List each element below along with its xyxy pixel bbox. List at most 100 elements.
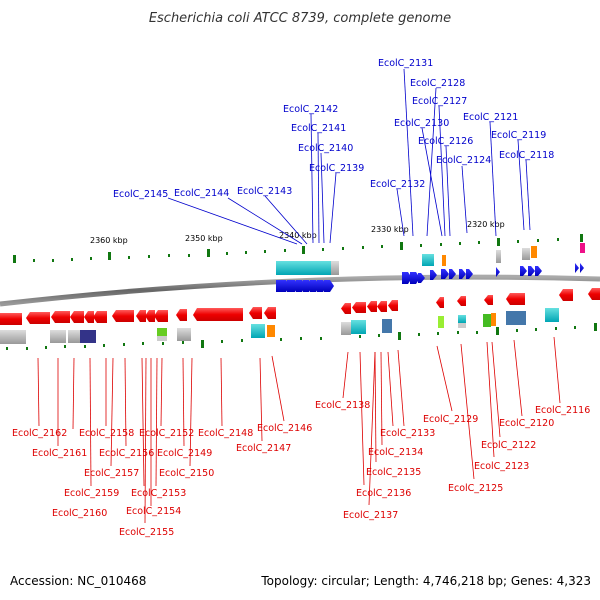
reverse-gene-arrow bbox=[70, 311, 84, 323]
forward-gene-arrow bbox=[410, 272, 420, 284]
gene-label-EcolC_2127: EcolC_2127 bbox=[412, 96, 467, 107]
gene-label-EcolC_2138: EcolC_2138 bbox=[315, 400, 370, 411]
feature-box bbox=[267, 325, 275, 337]
feature-box bbox=[458, 315, 466, 323]
accession-text: Accession: NC_010468 bbox=[10, 574, 146, 588]
forward-gene-arrow bbox=[449, 269, 456, 279]
feature-box bbox=[491, 313, 496, 326]
reverse-gene-arrow bbox=[112, 310, 134, 322]
gene-label-EcolC_2139: EcolC_2139 bbox=[309, 163, 364, 174]
reverse-gene-arrow bbox=[193, 308, 243, 321]
gene-label-EcolC_2148: EcolC_2148 bbox=[198, 428, 253, 439]
scale-label-2330: 2330 kbp bbox=[371, 225, 409, 234]
gene-label-EcolC_2123: EcolC_2123 bbox=[474, 461, 529, 472]
gene-label-EcolC_2118: EcolC_2118 bbox=[499, 150, 554, 161]
gene-label-EcolC_2134: EcolC_2134 bbox=[368, 447, 423, 458]
reverse-gene-arrow bbox=[588, 288, 600, 300]
reverse-leader-lines bbox=[37, 336, 561, 524]
gene-label-EcolC_2145: EcolC_2145 bbox=[113, 189, 168, 200]
gene-label-EcolC_2119: EcolC_2119 bbox=[491, 130, 546, 141]
feature-box bbox=[483, 314, 491, 327]
feature-box bbox=[276, 261, 331, 275]
topology-text: Topology: circular; Length: 4,746,218 bp… bbox=[260, 574, 591, 588]
gene-label-EcolC_2121: EcolC_2121 bbox=[463, 112, 518, 123]
scale-labels: 2360 kbp 2350 kbp 2340 kbp 2330 kbp 2320… bbox=[90, 220, 505, 245]
reverse-gene-arrow bbox=[484, 295, 493, 305]
feature-box bbox=[382, 319, 392, 333]
forward-gene-arrow bbox=[535, 266, 542, 276]
reverse-gene-arrow bbox=[264, 307, 276, 319]
gene-label-EcolC_2141: EcolC_2141 bbox=[291, 123, 346, 134]
feature-box bbox=[68, 330, 80, 343]
feature-box bbox=[545, 308, 559, 322]
forward-gene-arrow bbox=[441, 269, 449, 279]
gene-label-EcolC_2150: EcolC_2150 bbox=[159, 468, 214, 479]
gene-label-EcolC_2128: EcolC_2128 bbox=[410, 78, 465, 89]
reverse-gene-arrow bbox=[26, 312, 50, 324]
reverse-gene-track bbox=[0, 288, 600, 325]
forward-gene-arrow bbox=[459, 269, 466, 279]
feature-box bbox=[331, 261, 339, 275]
gene-label-EcolC_2142: EcolC_2142 bbox=[283, 104, 338, 115]
forward-gene-arrow bbox=[496, 267, 500, 277]
feature-box bbox=[496, 250, 501, 263]
feature-box bbox=[438, 316, 444, 328]
feature-box bbox=[157, 336, 167, 341]
gene-label-EcolC_2159: EcolC_2159 bbox=[64, 488, 119, 499]
reverse-gene-arrow bbox=[367, 301, 377, 312]
reverse-gene-arrow bbox=[93, 311, 107, 323]
reverse-gene-arrow bbox=[457, 296, 466, 306]
reverse-gene-arrow bbox=[136, 310, 146, 322]
reverse-gene-arrow bbox=[559, 289, 573, 301]
forward-gene-arrow bbox=[402, 272, 412, 284]
reverse-gene-arrow bbox=[0, 313, 22, 325]
scale-label-2340: 2340 kbp bbox=[279, 231, 317, 240]
feature-box bbox=[341, 322, 351, 335]
gene-label-EcolC_2162: EcolC_2162 bbox=[12, 428, 67, 439]
scale-label-2350: 2350 kbp bbox=[185, 234, 223, 243]
gene-label-EcolC_2143: EcolC_2143 bbox=[237, 186, 292, 197]
feature-box bbox=[80, 330, 96, 343]
gene-label-EcolC_2120: EcolC_2120 bbox=[499, 418, 554, 429]
reverse-gene-labels: EcolC_2162 EcolC_2161 EcolC_2158 EcolC_2… bbox=[12, 400, 590, 538]
forward-gene-arrow bbox=[324, 280, 334, 292]
feature-box bbox=[177, 328, 191, 341]
reverse-gene-arrow bbox=[436, 297, 444, 308]
forward-leader-lines bbox=[167, 68, 531, 245]
feature-box bbox=[506, 311, 526, 325]
gene-label-EcolC_2136: EcolC_2136 bbox=[356, 488, 411, 499]
forward-gene-labels: EcolC_2131 EcolC_2128 EcolC_2127 EcolC_2… bbox=[113, 58, 554, 200]
reverse-gene-arrow bbox=[377, 301, 387, 312]
feature-box bbox=[0, 330, 26, 344]
map-title: Escherichia coli ATCC 8739, complete gen… bbox=[149, 11, 451, 26]
gene-label-EcolC_2133: EcolC_2133 bbox=[380, 428, 435, 439]
forward-gene-arrow bbox=[575, 263, 579, 273]
forward-feature-boxes bbox=[276, 243, 585, 275]
forward-gene-arrow bbox=[418, 273, 425, 283]
gene-label-EcolC_2153: EcolC_2153 bbox=[131, 488, 186, 499]
reverse-gene-arrow bbox=[176, 309, 187, 321]
gene-label-EcolC_2126: EcolC_2126 bbox=[418, 136, 473, 147]
forward-gene-arrow bbox=[430, 270, 437, 280]
feature-box bbox=[580, 243, 585, 253]
gene-label-EcolC_2154: EcolC_2154 bbox=[126, 506, 181, 517]
reverse-gene-arrow bbox=[249, 307, 262, 319]
gene-label-EcolC_2161: EcolC_2161 bbox=[32, 448, 87, 459]
feature-box bbox=[422, 254, 434, 266]
feature-box bbox=[458, 323, 466, 328]
gene-label-EcolC_2146: EcolC_2146 bbox=[257, 423, 312, 434]
scale-label-2360: 2360 kbp bbox=[90, 236, 128, 245]
gene-label-EcolC_2129: EcolC_2129 bbox=[423, 414, 478, 425]
feature-box bbox=[442, 255, 446, 266]
reverse-gene-arrow bbox=[154, 310, 168, 322]
forward-gene-track bbox=[276, 263, 584, 292]
reverse-gene-arrow bbox=[84, 311, 94, 323]
gene-label-EcolC_2135: EcolC_2135 bbox=[366, 467, 421, 478]
feature-box bbox=[351, 320, 366, 334]
gene-label-EcolC_2156: EcolC_2156 bbox=[99, 448, 154, 459]
reverse-gene-arrow bbox=[51, 311, 70, 323]
forward-gene-arrow bbox=[466, 269, 473, 279]
feature-box bbox=[50, 330, 66, 343]
